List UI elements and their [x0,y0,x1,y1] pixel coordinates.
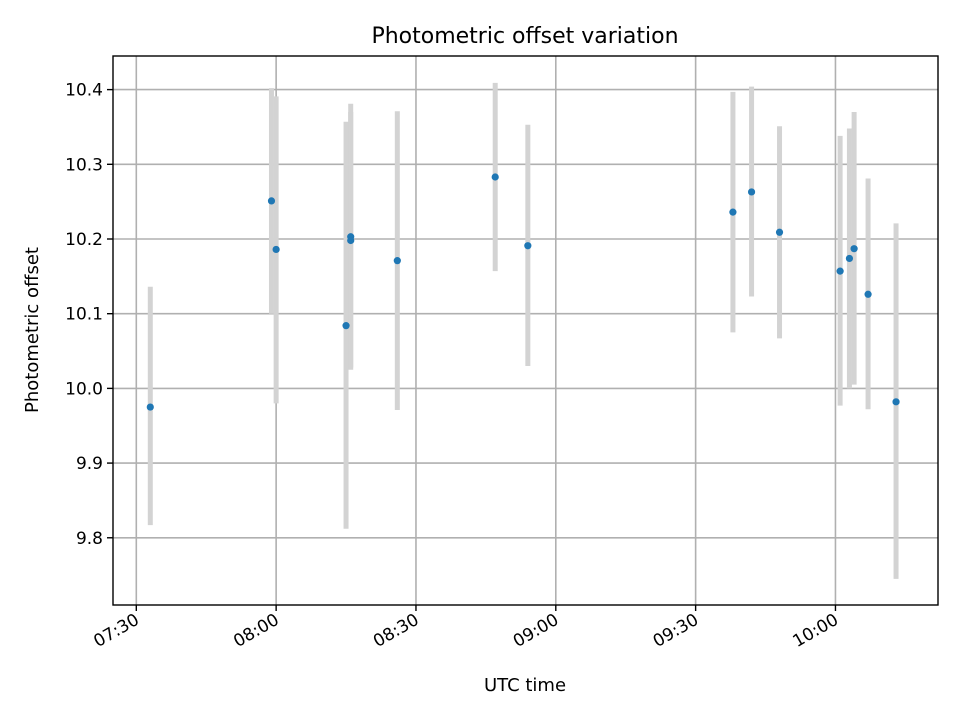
data-point [864,290,872,298]
data-point [775,228,784,236]
point-layer [146,173,900,411]
plot-frame [112,55,939,606]
data-point [267,197,276,205]
data-point [836,267,844,275]
x-axis-label: UTC time [484,675,566,696]
data-point [850,245,858,253]
data-point [524,242,532,250]
chart-title: Photometric offset variation [371,24,678,49]
grid-layer [113,56,938,605]
y-tick-label: 10.4 [65,81,103,101]
data-point [747,188,756,196]
y-axis-label: Photometric offset [22,247,43,413]
data-point [845,254,854,263]
data-point [393,257,401,265]
y-tick-label: 10.2 [65,230,103,250]
y-tick-label: 10.1 [65,305,103,325]
data-point [892,398,900,406]
data-point [347,236,355,245]
data-point [729,208,737,216]
data-point [272,245,280,254]
y-tick-label: 10.0 [65,379,103,399]
y-tick-label: 9.8 [76,529,103,549]
data-point [342,322,350,330]
y-tick-label: 10.3 [65,155,103,175]
y-tick-label: 9.9 [76,454,103,474]
data-point [491,173,499,181]
data-point [146,403,154,411]
